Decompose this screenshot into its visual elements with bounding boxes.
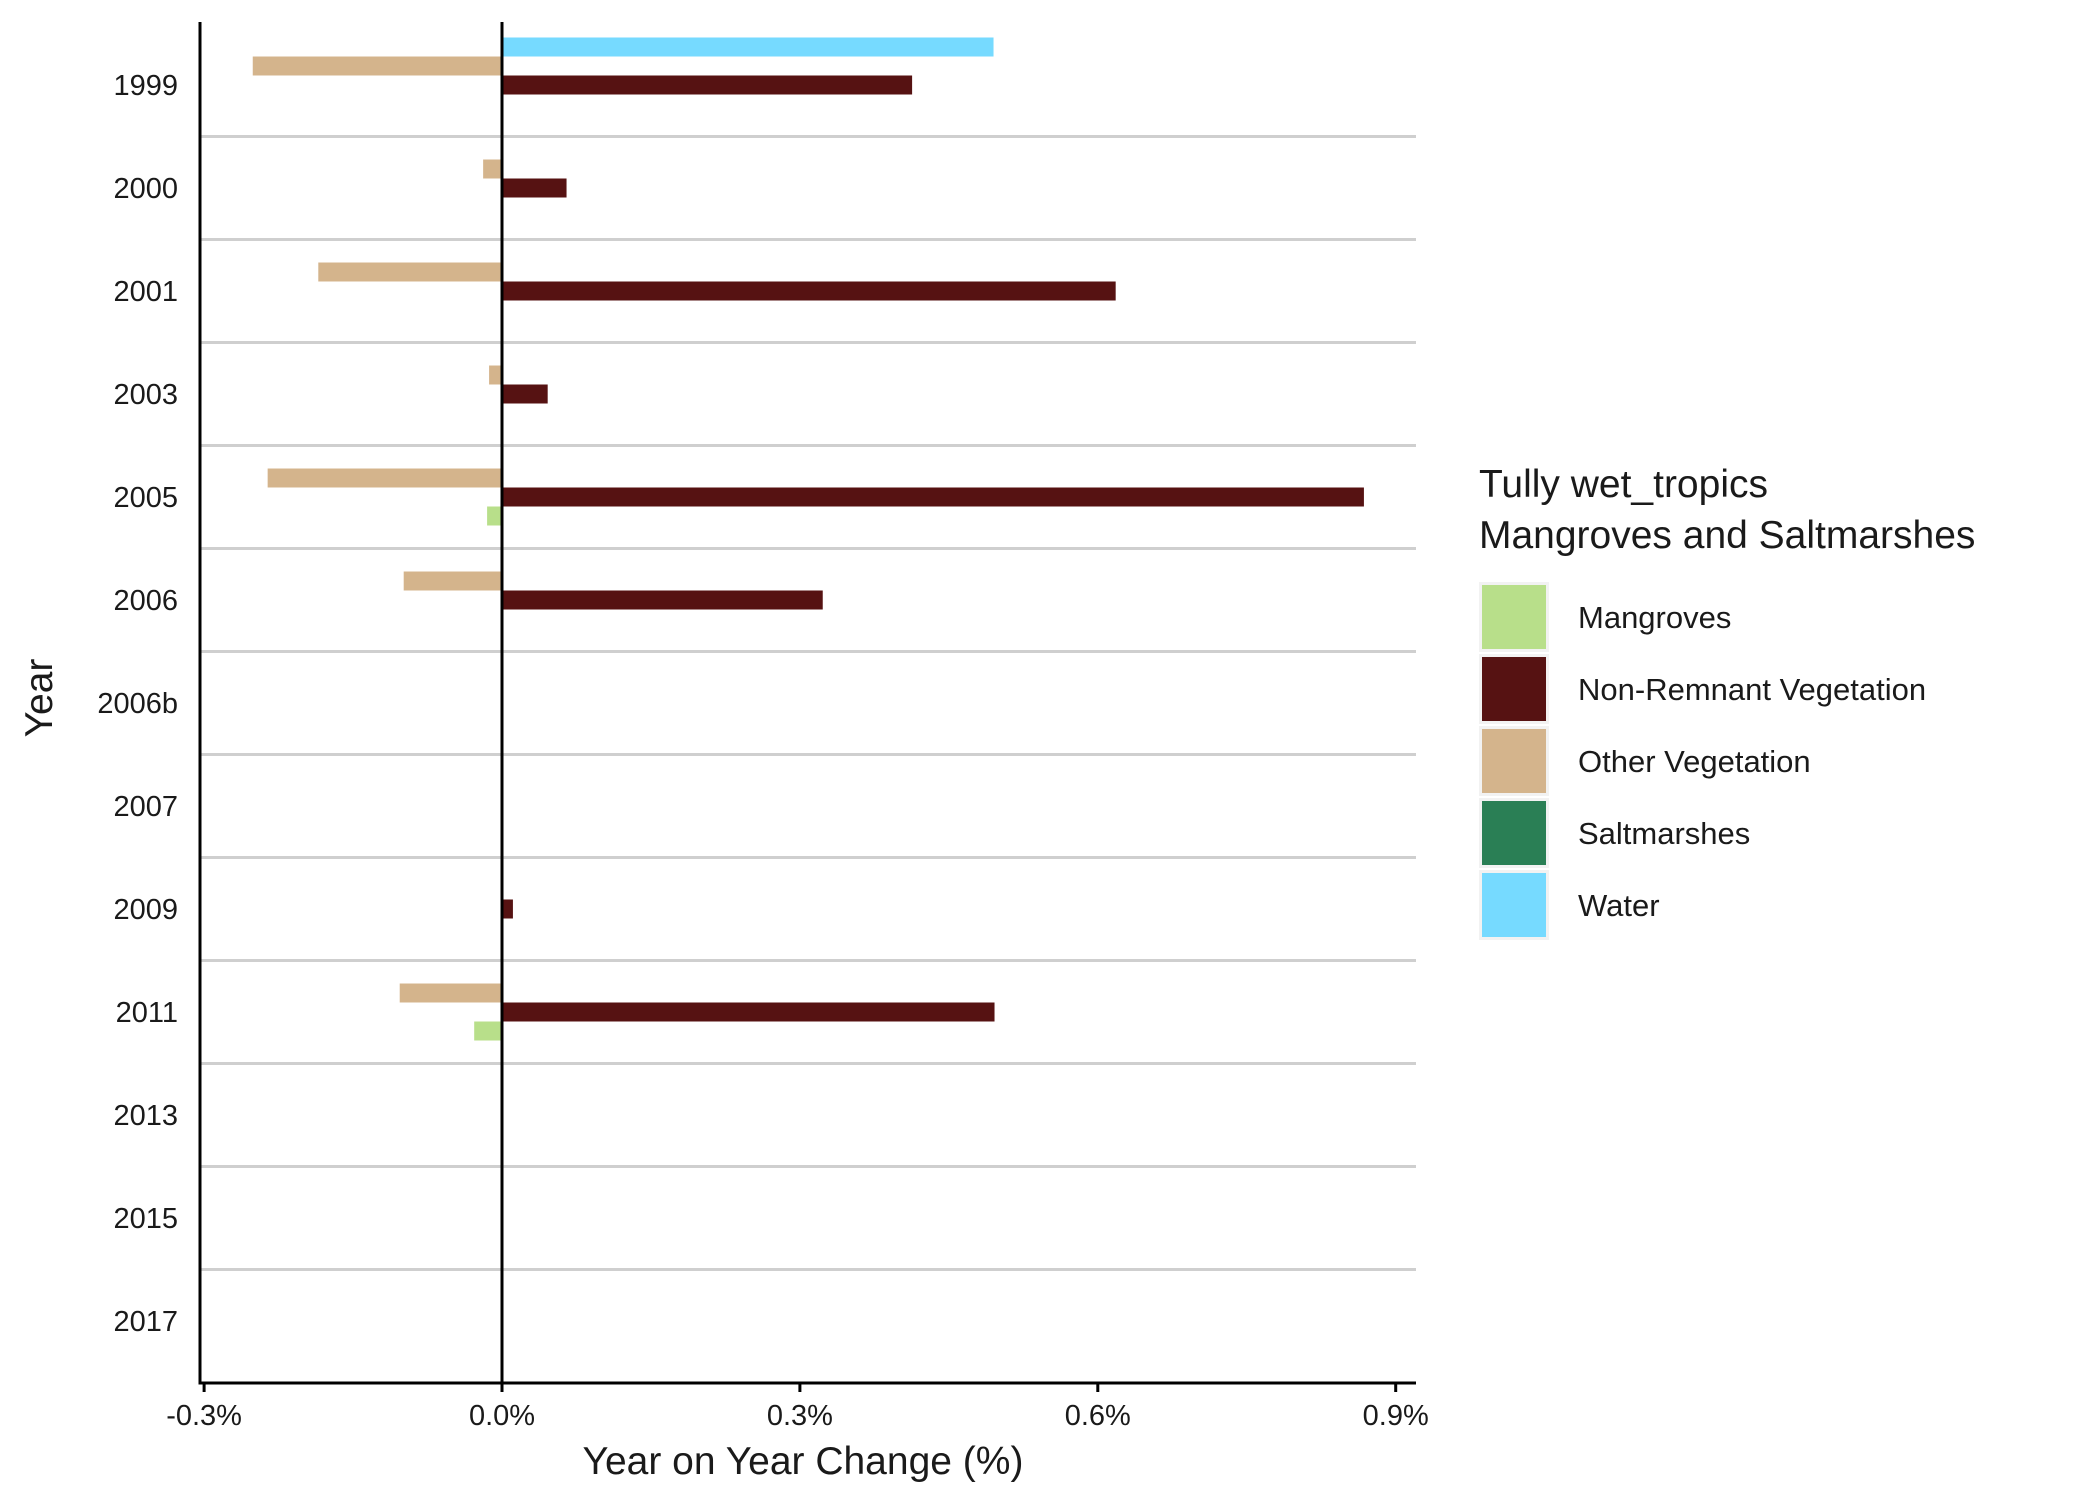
y-tick-label-2017: 2017 (113, 1306, 178, 1338)
legend-swatch-other-vegetation (1482, 729, 1546, 793)
bar-mangroves-2005 (487, 506, 502, 526)
bars (252, 37, 1364, 1041)
legend-label-saltmarshes: Saltmarshes (1578, 816, 1750, 851)
legend-swatch-mangroves (1482, 585, 1546, 649)
y-tick-label-2000: 2000 (113, 173, 178, 205)
bar-mangroves-2011 (474, 1021, 502, 1041)
y-tick-label-2015: 2015 (113, 1203, 178, 1235)
y-tick-labels: 1999 2000 2001 2003 2005 2006 2006b 2007 2009 201… (97, 70, 178, 1338)
y-tick-label-2003: 2003 (113, 379, 178, 411)
bar-other-vegetation-2006 (403, 571, 502, 591)
legend-label-other-vegetation: Other Vegetation (1578, 744, 1811, 779)
bar-non-remnant-vegetation-2009 (502, 899, 513, 919)
x-tick-labels: -0.3% 0.0% 0.3% 0.6% 0.9% (166, 1383, 1429, 1432)
legend-title-line-2: Mangroves and Saltmarshes (1479, 514, 1975, 557)
bar-other-vegetation-2000 (483, 159, 502, 179)
bar-non-remnant-vegetation-1999 (502, 75, 913, 95)
bar-other-vegetation-1999 (252, 56, 502, 76)
legend: Tully wet_tropics Mangroves and Saltmars… (1479, 463, 1975, 940)
x-axis-title: Year on Year Change (%) (583, 1440, 1024, 1483)
y-tick-label-2005: 2005 (113, 482, 178, 514)
bar-other-vegetation-2005 (267, 468, 502, 488)
legend-swatch-saltmarshes (1482, 801, 1546, 865)
bar-non-remnant-vegetation-2000 (502, 178, 567, 198)
y-tick-label-2001: 2001 (113, 276, 178, 308)
y-tick-label-2006b: 2006b (97, 688, 178, 720)
x-tick-label-0-3: -0.3% (166, 1400, 242, 1432)
gridlines (200, 135, 1416, 1271)
bar-non-remnant-vegetation-2003 (502, 384, 548, 404)
legend-label-water: Water (1578, 888, 1660, 923)
x-tick-label-0-9: 0.9% (1363, 1400, 1429, 1432)
y-tick-label-2007: 2007 (113, 791, 178, 823)
legend-label-mangroves: Mangroves (1578, 600, 1731, 635)
bar-water-1999 (502, 37, 994, 57)
y-axis-title: Year (18, 659, 61, 738)
legend-title-line-1: Tully wet_tropics (1479, 463, 1768, 506)
legend-swatch-water (1482, 873, 1546, 937)
legend-swatch-non-remnant-vegetation (1482, 657, 1546, 721)
bar-non-remnant-vegetation-2006 (502, 590, 823, 610)
legend-items: Mangroves Non-Remnant Vegetation Other Veg… (1479, 582, 1926, 940)
bar-non-remnant-vegetation-2001 (502, 281, 1116, 301)
y-tick-label-2006: 2006 (113, 585, 178, 617)
bar-non-remnant-vegetation-2005 (502, 487, 1364, 507)
bar-other-vegetation-2001 (318, 262, 502, 282)
y-tick-label-2011: 2011 (116, 997, 178, 1029)
y-tick-label-2013: 2013 (113, 1100, 178, 1132)
y-tick-label-1999: 1999 (113, 70, 178, 102)
axes (198, 22, 1416, 1385)
legend-label-non-remnant-vegetation: Non-Remnant Vegetation (1578, 672, 1926, 707)
bar-other-vegetation-2011 (399, 983, 502, 1003)
bar-non-remnant-vegetation-2011 (502, 1002, 995, 1022)
bar-other-vegetation-2003 (489, 365, 502, 385)
x-tick-label-0-6: 0.6% (1065, 1400, 1131, 1432)
x-tick-label-0-0: 0.0% (469, 1400, 535, 1432)
y-tick-label-2009: 2009 (113, 894, 178, 926)
x-tick-label-0-3: 0.3% (767, 1400, 833, 1432)
